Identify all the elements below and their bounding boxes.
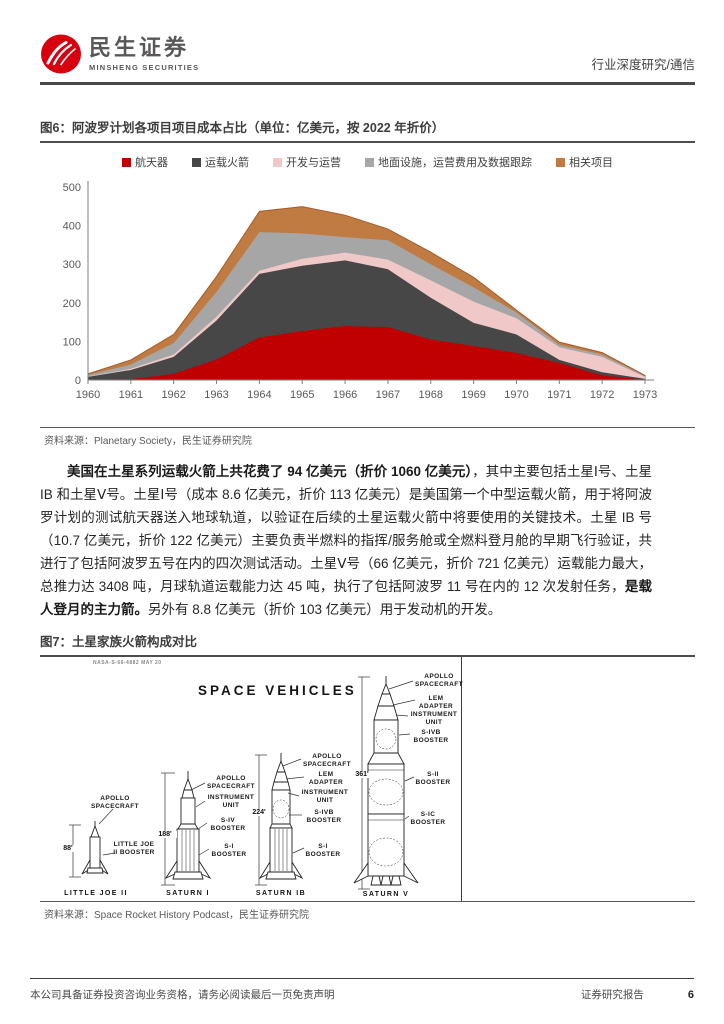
paragraph-segment: 另外有 8.8 亿美元（折价 103 亿美元）用于发动机的开发。 (148, 602, 502, 617)
body-paragraph: 美国在土星系列运载火箭上共花费了 94 亿美元（折价 1060 亿美元），其中主… (40, 460, 652, 621)
svg-text:1960: 1960 (76, 389, 100, 401)
legend-item: 地面设施，运营费用及数据跟踪 (365, 154, 532, 170)
page-footer: 本公司具备证券投资咨询业务资格，请务必阅读最后一页免责声明 证券研究报告 6 (30, 978, 694, 1002)
paragraph-bold-segment: 是载人登月的主力箭。 (40, 579, 653, 617)
brand: 民生证券 MINSHENG SECURITIES (40, 33, 199, 75)
label-sv-s2: S-II BOOSTER (415, 771, 451, 786)
svg-text:100: 100 (63, 336, 81, 348)
label-s1b-lem: LEM ADAPTER (308, 771, 344, 786)
svg-text:1970: 1970 (504, 389, 528, 401)
label-sv-apollo: APOLLO SPACECRAFT (415, 673, 463, 688)
svg-text:200: 200 (63, 298, 81, 310)
legend-item: 航天器 (122, 154, 168, 170)
height-little-joe: 88' (59, 845, 77, 852)
figure7-title: 图7：土星家族火箭构成对比 (40, 631, 695, 657)
callout-lines (98, 680, 416, 856)
label-lj2-booster: LITTLE JOE II BOOSTER (113, 841, 155, 856)
space-vehicles-figure: NASA-S-66-4882 MAY 20 SPACE VEHICLES 88'… (55, 657, 463, 901)
rocket-saturn-i (164, 771, 212, 880)
figure7-source: 资料来源：Space Rocket History Podcast，民生证券研究… (40, 901, 695, 921)
caption-saturn-v: SATURN V (362, 891, 410, 898)
label-lj2-apollo: APOLLO SPACECRAFT (91, 795, 139, 810)
label-s1-s4: S-IV BOOSTER (210, 817, 246, 832)
svg-text:1969: 1969 (461, 389, 485, 401)
fig6-stacked-area-chart: 0 100 200 300 400 500 1960 1961 1962 1963 1964 1965… (63, 181, 657, 401)
space-vehicles-drawing (69, 676, 419, 890)
space-vehicles-title: SPACE VEHICLES (198, 683, 357, 698)
legend-item: 运载火箭 (192, 154, 249, 170)
svg-text:300: 300 (63, 259, 81, 271)
label-sv-lem: LEM ADAPTER (418, 695, 454, 710)
rocket-saturn-v (353, 676, 419, 886)
page-header: 民生证券 MINSHENG SECURITIES 行业深度研究/通信 (40, 33, 695, 85)
svg-text:1968: 1968 (419, 389, 443, 401)
height-saturn-i: 188' (153, 831, 177, 838)
label-sv-s1c: S-IC BOOSTER (410, 811, 446, 826)
svg-text:1965: 1965 (290, 389, 314, 401)
report-section-label: 行业深度研究/通信 (591, 58, 695, 72)
label-s1-s1: S-I BOOSTER (211, 843, 247, 858)
dimension-lines (69, 676, 370, 890)
footer-right: 证券研究报告 6 (581, 987, 694, 1002)
legend-marker (122, 157, 131, 167)
svg-text:400: 400 (63, 221, 81, 233)
legend-label: 开发与运营 (286, 157, 341, 169)
legend-label: 相关项目 (569, 157, 613, 169)
caption-saturn-ib: SATURN IB (255, 890, 307, 897)
figure6-source: 资料来源：Planetary Society，民生证券研究院 (40, 427, 695, 447)
legend-marker (365, 157, 374, 167)
paragraph-bold-segment: 美国在土星系列运载火箭上共花费了 94 亿美元（折价 1060 亿美元） (67, 464, 473, 479)
brand-text: 民生证券 MINSHENG SECURITIES (89, 35, 200, 72)
svg-text:1971: 1971 (547, 389, 571, 401)
caption-little-joe-ii: LITTLE JOE II (64, 890, 128, 897)
nasa-reference-code: NASA-S-66-4882 MAY 20 (93, 660, 162, 666)
brand-name-cn: 民生证券 (89, 35, 190, 61)
rocket-saturn-ib (258, 753, 304, 880)
height-saturn-ib: 224' (247, 809, 271, 816)
label-s1b-s1: S-I BOOSTER (305, 843, 341, 858)
caption-saturn-i: SATURN I (166, 890, 210, 897)
svg-text:1961: 1961 (119, 389, 143, 401)
legend-label: 地面设施，运营费用及数据跟踪 (378, 157, 532, 169)
height-saturn-v: 361' (350, 771, 374, 778)
fig6-legend: 航天器 运载火箭 开发与运营 地面设施，运营费用及数据跟踪 相关项目 (40, 154, 695, 170)
svg-text:1963: 1963 (204, 389, 228, 401)
footer-disclaimer: 本公司具备证券投资咨询业务资格，请务必阅读最后一页免责声明 (30, 989, 335, 1001)
svg-text:1966: 1966 (333, 389, 357, 401)
legend-marker (556, 157, 565, 167)
legend-item: 开发与运营 (273, 154, 341, 170)
paragraph-segment: ，其中主要包括土星Ⅰ号、土星 IB 和土星Ⅴ号。土星Ⅰ号（成本 8.6 亿美元，… (40, 464, 652, 594)
label-s1-apollo: APOLLO SPACECRAFT (207, 775, 255, 790)
svg-text:1964: 1964 (247, 389, 271, 401)
svg-text:1973: 1973 (633, 389, 657, 401)
legend-marker (273, 157, 282, 167)
minsheng-logo-icon (41, 34, 81, 74)
svg-text:0: 0 (75, 375, 81, 387)
legend-label: 运载火箭 (205, 157, 249, 169)
label-s1b-s4b: S-IVB BOOSTER (306, 809, 342, 824)
label-sv-iu: INSTRUMENT UNIT (410, 711, 458, 726)
svg-text:500: 500 (63, 182, 81, 194)
label-s1b-iu: INSTRUMENT UNIT (301, 789, 349, 804)
footer-report-type: 证券研究报告 (580, 989, 644, 1001)
rocket-little-joe-ii (81, 821, 109, 875)
legend-item: 相关项目 (556, 154, 613, 170)
svg-text:1967: 1967 (376, 389, 400, 401)
figure6-title: 图6：阿波罗计划各项目项目成本占比（单位：亿美元，按 2022 年折价） (40, 117, 695, 143)
legend-marker (192, 157, 201, 167)
label-s1b-apollo: APOLLO SPACECRAFT (303, 753, 351, 768)
legend-label: 航天器 (135, 157, 168, 169)
brand-name-en: MINSHENG SECURITIES (89, 62, 200, 72)
svg-text:1972: 1972 (590, 389, 614, 401)
svg-text:1962: 1962 (161, 389, 185, 401)
footer-page-number: 6 (687, 989, 694, 1001)
label-s1-iu: INSTRUMENT UNIT (207, 794, 255, 809)
label-sv-s4b: S-IVB BOOSTER (413, 729, 449, 744)
